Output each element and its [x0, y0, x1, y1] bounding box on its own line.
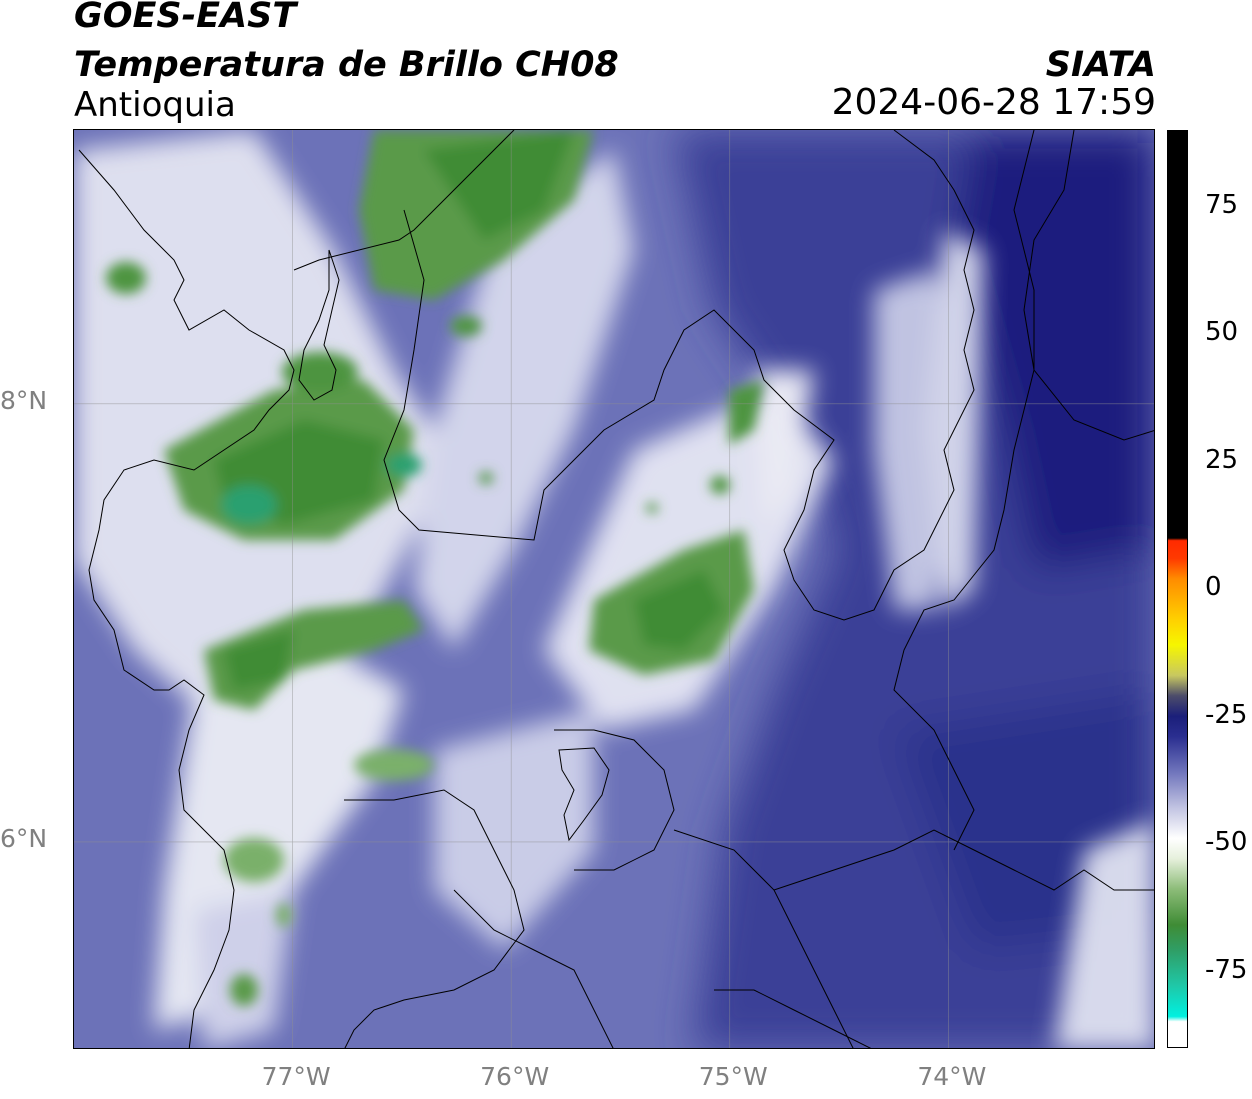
- longitude-tick-label: 75°W: [698, 1062, 768, 1091]
- colorbar-tick-label: 25: [1205, 444, 1239, 475]
- latitude-tick-label: 6°N: [0, 823, 48, 853]
- colorbar-tick-label: -50: [1205, 827, 1248, 857]
- agency-label: SIATA: [1045, 45, 1156, 85]
- satellite-title: GOES-EAST: [74, 0, 297, 36]
- antioquia-border: [383, 130, 975, 621]
- caribbean-coastline: [293, 130, 515, 271]
- colorbar-tick-label: -75: [1205, 954, 1248, 985]
- temperature-colorbar: [1167, 130, 1188, 1048]
- municipal-cluster: [558, 747, 610, 842]
- longitude-tick-label: 77°W: [261, 1062, 331, 1091]
- interior-border-3: [773, 829, 1154, 891]
- colorbar-tick-label: 75: [1205, 189, 1239, 220]
- southern-border: [344, 789, 525, 1048]
- eastern-border: [893, 130, 1035, 851]
- gridlines: [74, 130, 1154, 1048]
- north-east-border: [1023, 130, 1154, 441]
- interior-border-2: [673, 829, 854, 1048]
- interior-border-1: [554, 729, 675, 871]
- product-title: Temperatura de Brillo CH08: [74, 45, 619, 85]
- pacific-coastline: [78, 149, 295, 1048]
- satellite-map: [73, 129, 1155, 1049]
- longitude-tick-label: 76°W: [480, 1062, 550, 1091]
- colorbar-tick-label: 50: [1205, 317, 1239, 347]
- colorbar-tick-label: -25: [1205, 699, 1248, 730]
- latitude-tick-label: 8°N: [0, 385, 48, 415]
- map-canvas: [74, 130, 1154, 1048]
- interior-border-5: [453, 889, 614, 1048]
- interior-border-4: [714, 989, 872, 1048]
- timestamp-label: 2024-06-28 17:59: [831, 82, 1156, 123]
- colorbar-tick-label: 0: [1205, 572, 1222, 602]
- region-subtitle: Antioquia: [74, 85, 236, 125]
- longitude-tick-label: 74°W: [917, 1062, 987, 1091]
- white-cloud-region: [74, 130, 1154, 1048]
- coastline-and-borders: [78, 130, 1154, 1048]
- uraba-gulf: [298, 249, 340, 401]
